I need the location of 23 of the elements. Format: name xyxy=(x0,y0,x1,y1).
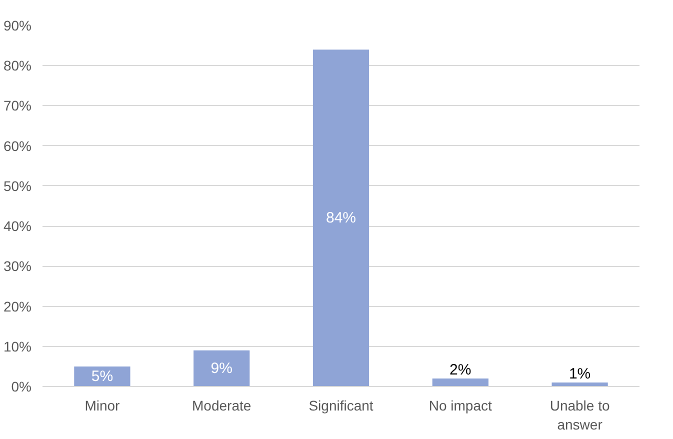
y-tick-label: 90% xyxy=(3,18,32,34)
x-tick-label: Unable to answer xyxy=(550,398,610,433)
bar xyxy=(432,378,488,386)
bar xyxy=(312,50,370,386)
x-tick-label: Moderate xyxy=(192,398,252,414)
bar xyxy=(194,350,250,386)
data-label: 5% xyxy=(91,368,114,385)
x-tick-label: No impact xyxy=(428,398,492,414)
y-tick-label: 80% xyxy=(3,58,32,74)
x-tick-label: Significant xyxy=(308,398,374,414)
data-label: 84% xyxy=(326,210,356,227)
x-tick-label: Minor xyxy=(84,398,120,414)
y-tick-label: 70% xyxy=(3,98,32,114)
y-tick-label: 10% xyxy=(3,338,32,354)
y-tick-label: 0% xyxy=(11,378,32,394)
y-tick-label: 40% xyxy=(3,218,32,234)
y-tick-label: 50% xyxy=(3,178,32,194)
data-label: 2% xyxy=(450,361,472,378)
data-label: 1% xyxy=(568,365,591,382)
y-tick-label: 60% xyxy=(3,138,32,154)
y-tick-label: 20% xyxy=(3,298,32,314)
data-label: 9% xyxy=(210,360,232,377)
y-tick-label: 30% xyxy=(3,258,32,274)
